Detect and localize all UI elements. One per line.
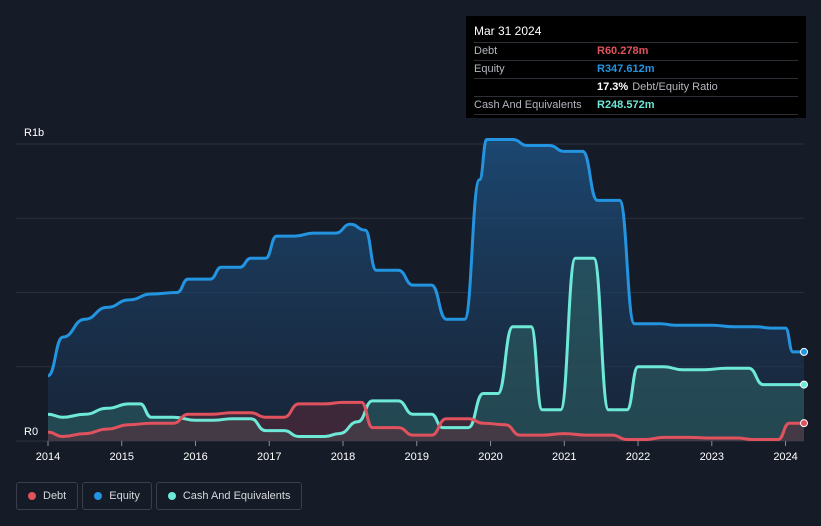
tooltip-row-debt: Debt R60.278m [474,42,798,60]
x-tick-label-2021: 2021 [552,451,576,463]
cash-end-marker [800,380,808,389]
debt-dot-icon [28,492,36,500]
debt-area [48,402,804,441]
y-tick-label-top: R1b [24,127,44,139]
x-tick-label-2015: 2015 [110,451,134,463]
end-markers [800,347,808,428]
x-tick-label-2022: 2022 [626,451,650,463]
tooltip-date: Mar 31 2024 [474,24,542,38]
series-lines [47,138,804,441]
equity-area [48,139,804,441]
equity-end-marker [800,347,808,356]
tooltip-row-equity: Equity R347.612m [474,60,798,78]
legend-debt-label: Debt [43,490,67,502]
legend-item-equity[interactable]: Equity [82,482,152,510]
x-tick-label-2018: 2018 [331,451,355,463]
tooltip-row-cash: Cash And Equivalents R248.572m [474,96,798,115]
equity-dot-icon [94,492,103,500]
equity-line [47,138,804,378]
x-tick-label-2024: 2024 [773,451,797,463]
tooltip-debt-value: R60.278m [597,45,649,57]
cash-dot-icon [167,492,176,500]
x-tick-label-2016: 2016 [183,451,207,463]
legend-cash-label: Cash And Equivalents [182,490,291,502]
tooltip-ratio-value: 17.3% [597,81,629,93]
legend-item-cash[interactable]: Cash And Equivalents [155,482,303,510]
legend-item-debt[interactable]: Debt [16,482,79,510]
chart-legend: Debt Equity Cash And Equivalents [16,482,306,510]
x-tick-label-2014: 2014 [36,451,60,463]
tooltip-equity-value: R347.612m [597,63,655,75]
x-tick-label-2017: 2017 [257,451,281,463]
legend-equity-label: Equity [109,490,140,502]
cash-area [48,258,804,441]
tooltip-panel: Mar 31 2024 Debt R60.278m Equity R347.61… [466,16,806,118]
tooltip-equity-label: Equity [474,63,505,75]
x-tick-label-2020: 2020 [478,451,502,463]
tooltip-ratio-spacer [474,79,597,96]
series-areas [48,139,804,441]
debt-end-marker [800,419,808,428]
tooltip-cash-value: R248.572m [597,99,655,111]
x-tick-label-2019: 2019 [405,451,429,463]
tooltip-cash-label: Cash And Equivalents [474,99,582,111]
y-tick-label-bottom: R0 [24,426,38,438]
tooltip-debt-label: Debt [474,45,498,57]
x-tick-label-2023: 2023 [700,451,724,463]
tooltip-row-ratio: 17.3% Debt/Equity Ratio [474,78,798,96]
x-axis-ticks: 2014 2015 2016 2017 2018 2019 2020 2021 2022 2023… [36,441,798,463]
debt-line [47,400,804,441]
tooltip-ratio-label: Debt/Equity Ratio [632,81,718,93]
